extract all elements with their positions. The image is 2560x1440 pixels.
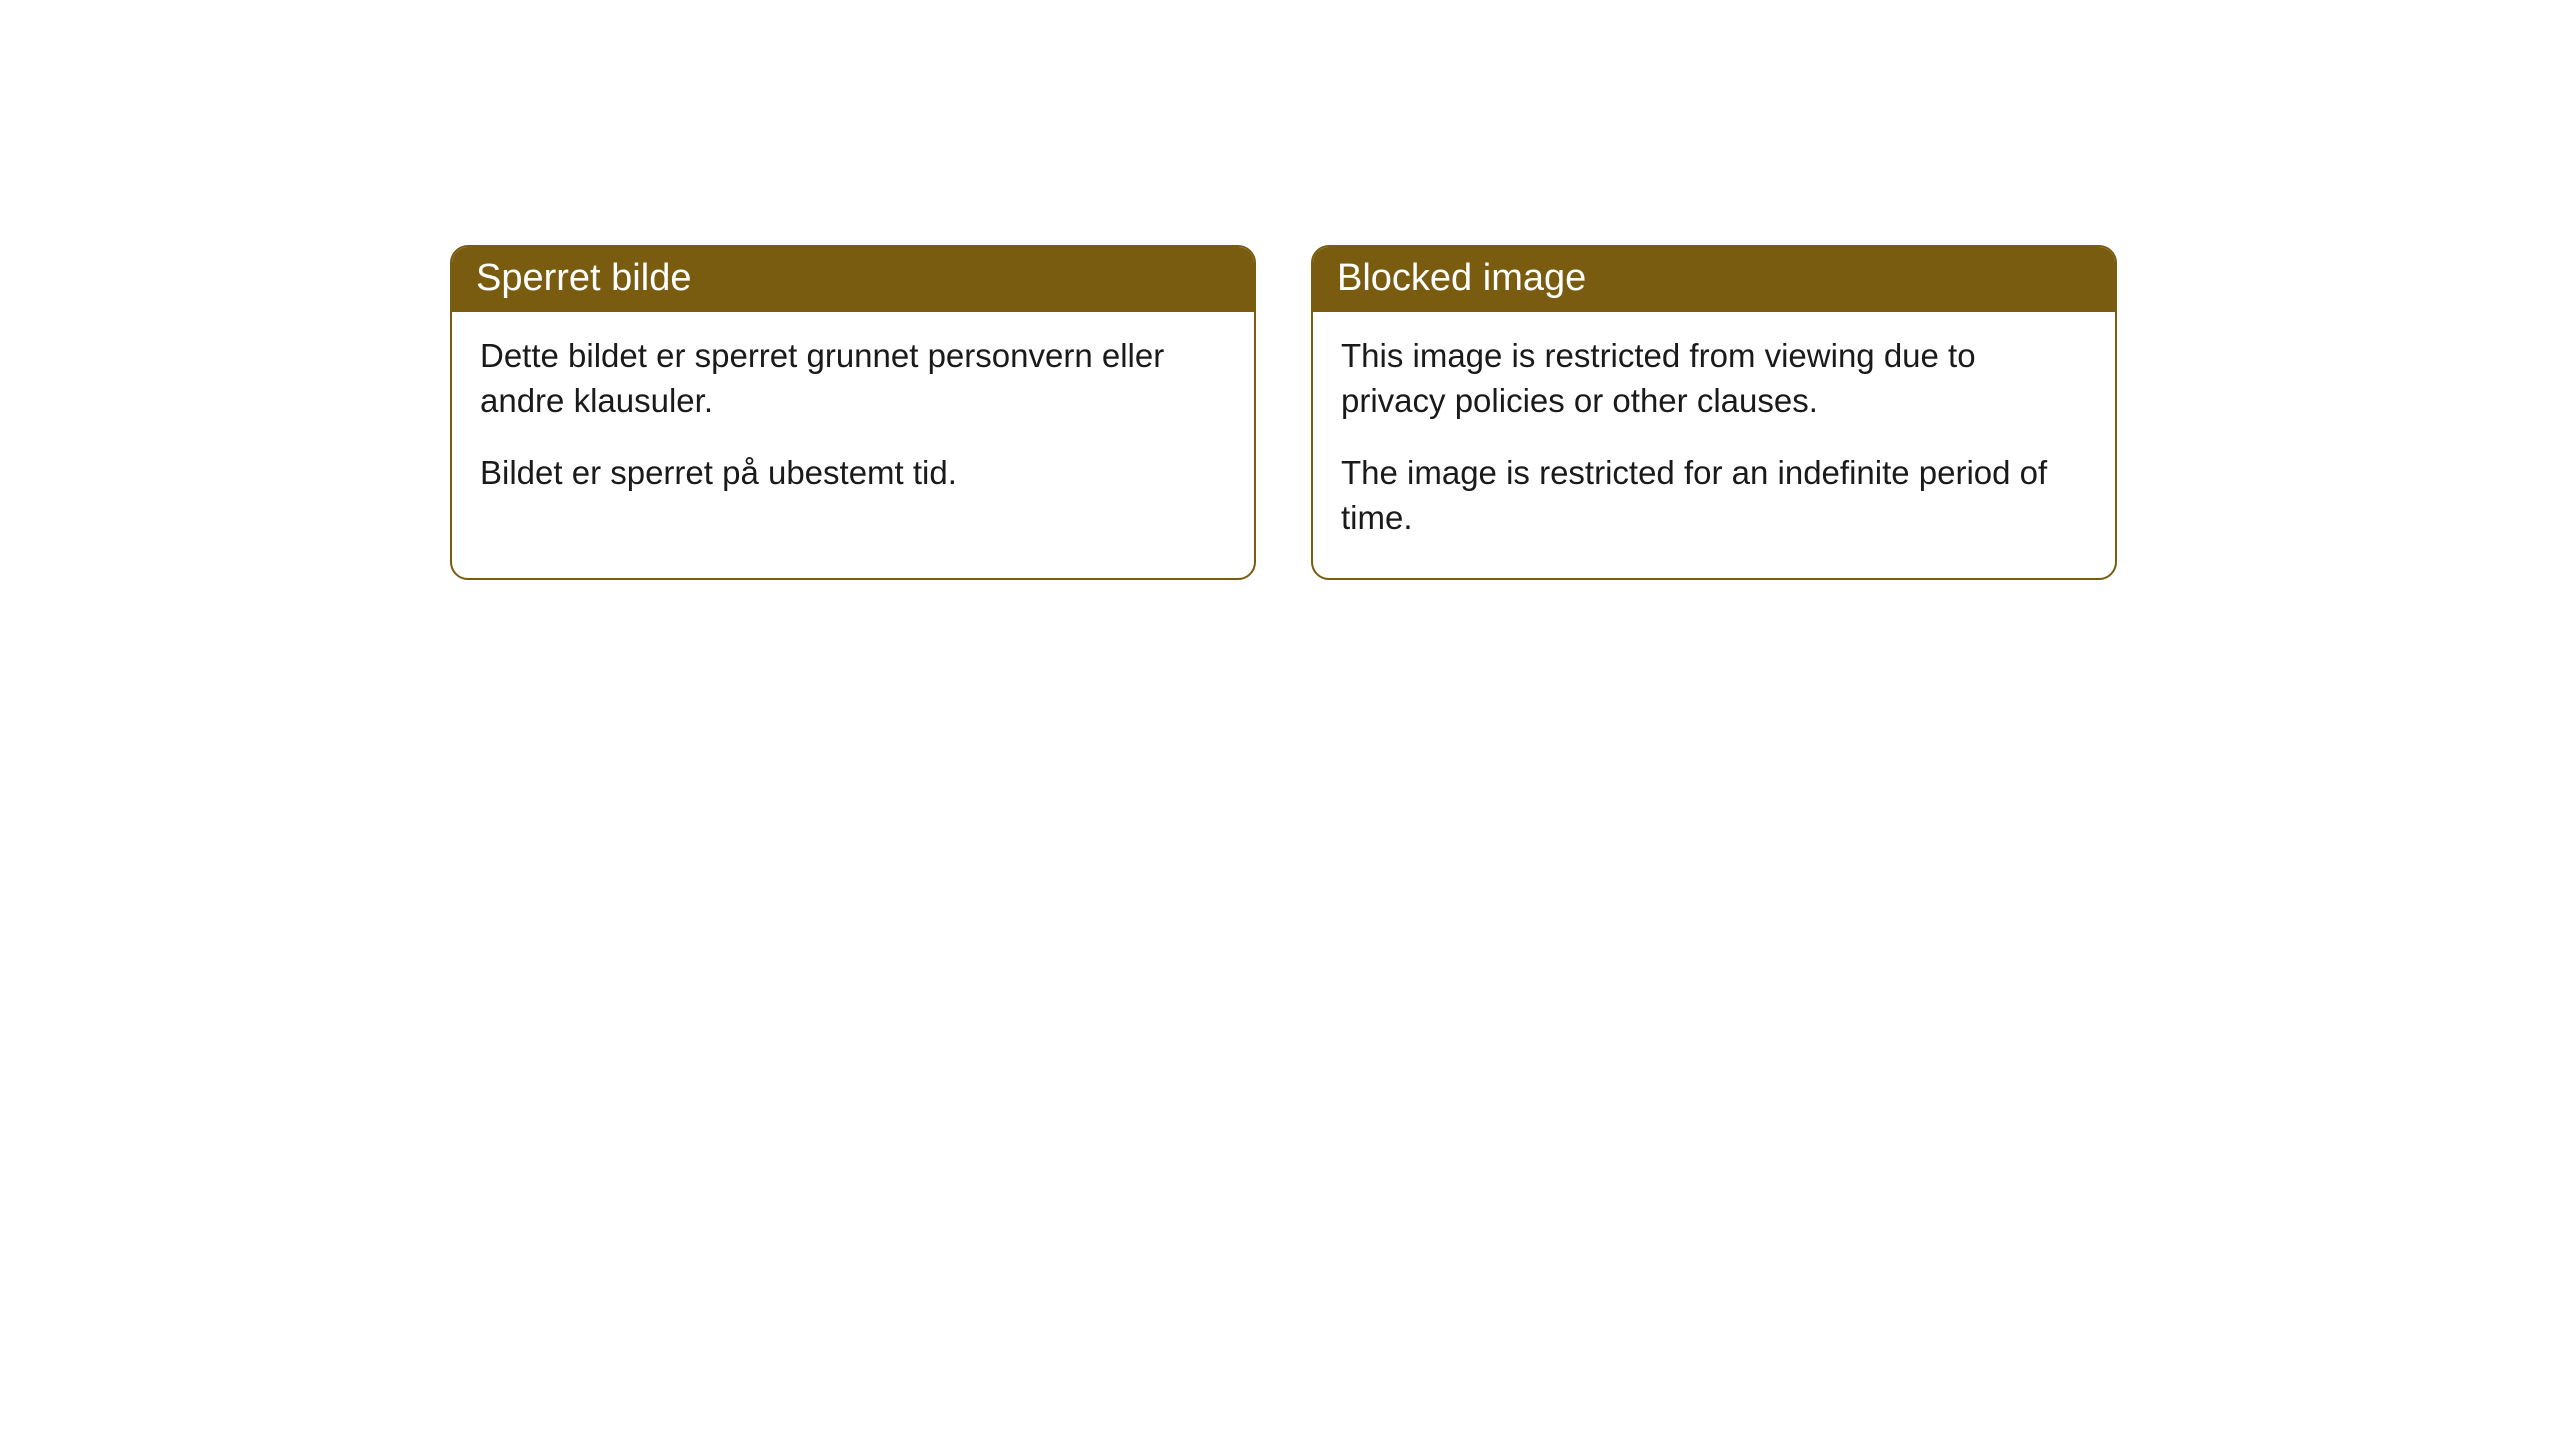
blocked-image-card-norwegian: Sperret bilde Dette bildet er sperret gr…	[450, 245, 1256, 580]
card-paragraph: Bildet er sperret på ubestemt tid.	[480, 451, 1226, 496]
card-header: Blocked image	[1313, 247, 2115, 312]
notice-cards-container: Sperret bilde Dette bildet er sperret gr…	[450, 245, 2117, 580]
card-paragraph: The image is restricted for an indefinit…	[1341, 451, 2087, 540]
blocked-image-card-english: Blocked image This image is restricted f…	[1311, 245, 2117, 580]
card-body: Dette bildet er sperret grunnet personve…	[452, 312, 1254, 534]
card-paragraph: This image is restricted from viewing du…	[1341, 334, 2087, 423]
card-paragraph: Dette bildet er sperret grunnet personve…	[480, 334, 1226, 423]
card-header: Sperret bilde	[452, 247, 1254, 312]
card-body: This image is restricted from viewing du…	[1313, 312, 2115, 578]
